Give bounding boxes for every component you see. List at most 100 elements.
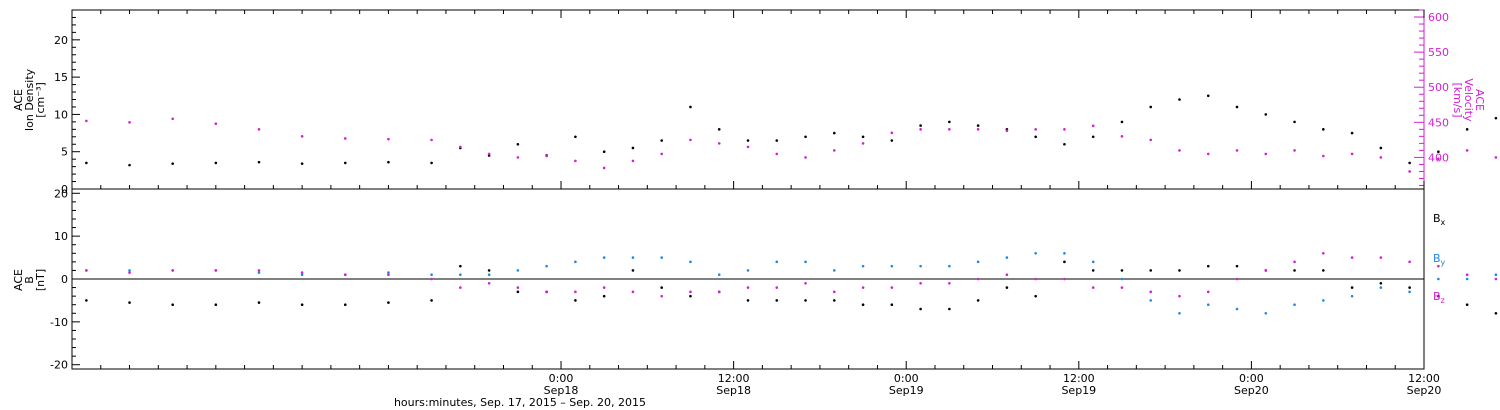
point-by [1149,299,1153,302]
x-tick-date-label: Sep18 [716,384,751,397]
point-bx [85,299,88,302]
point-ion-density [890,139,894,142]
point-by [1379,286,1383,289]
point-bz [171,269,174,272]
point-velocity [574,159,577,163]
point-ion-density [574,135,577,139]
x-tick-time-label: 0:00 [1239,372,1264,385]
legend-by: By [1433,252,1446,267]
point-by [459,273,462,277]
point-bx [1494,311,1498,315]
point-bx [214,303,218,307]
point-ion-density [1437,150,1440,154]
point-velocity [775,152,779,156]
point-bx [1005,286,1009,289]
point-by [1408,290,1411,294]
point-by [1091,260,1095,264]
bottom-legend: Bx By Bz [1433,212,1446,305]
point-ion-density [1465,128,1469,131]
bottom-left-axis: -20 -10 0 10 20 [50,187,80,372]
top-y2label-line2: Velocity [1462,78,1475,122]
point-by [430,273,433,277]
point-by [976,260,980,264]
point-by [1437,277,1440,281]
point-ion-density [1034,135,1037,139]
point-by [1264,311,1268,315]
point-velocity [1235,149,1239,152]
point-by [919,264,922,268]
point-bz [1120,286,1124,289]
point-ion-density [746,139,750,142]
point-by [948,264,951,268]
legend-bx: Bx [1433,212,1446,227]
x-tick-time-label: 12:00 [1063,372,1095,385]
point-ion-density [919,124,922,127]
point-by [387,271,390,274]
point-velocity [602,166,606,170]
point-by [1350,294,1354,298]
point-bz [1206,290,1210,294]
point-bx [459,264,462,268]
top-y2label-line3: [km/s] [1451,82,1464,117]
bottom-ylabel-line1: ACE [12,269,25,291]
point-bz [919,281,922,285]
point-ion-density [1293,120,1296,124]
point-velocity [300,135,304,138]
point-by [1322,299,1325,302]
point-ion-density [1264,113,1268,116]
point-bx [1293,269,1296,272]
point-by [804,260,807,264]
point-by [1235,307,1239,311]
point-velocity [487,152,491,156]
point-ion-density [1178,98,1181,101]
point-bz [128,271,131,274]
point-ion-density [1063,142,1066,146]
bottom-ylabel-line2: B [23,276,36,284]
point-bx [516,290,520,294]
point-velocity [976,128,980,131]
point-by [1178,311,1181,315]
top-ytick-label: 5 [61,146,68,159]
point-bx [1206,264,1210,268]
point-bz [1149,290,1153,294]
point-ion-density [387,160,390,164]
point-velocity [804,156,807,159]
point-ion-density [689,105,692,109]
point-ion-density [602,150,606,154]
point-bx [1091,269,1095,272]
top-y2tick-label: 500 [1428,81,1449,94]
x-axis-label: hours:minutes, Sep. 17, 2015 – Sep. 20, … [394,396,646,409]
point-ion-density [430,161,433,165]
point-bz [976,277,980,281]
point-by [545,264,548,268]
bottom-series-layer [85,251,1498,315]
point-velocity [832,149,836,152]
point-bz [1465,273,1469,277]
point-bz [214,269,218,272]
point-velocity [861,142,865,145]
point-bx [1437,294,1440,298]
point-by [689,260,692,264]
point-bz [1063,277,1066,281]
point-velocity [1264,152,1268,156]
point-by [487,273,491,277]
x-tick-date-label: Sep20 [1407,384,1442,397]
point-velocity [1034,128,1037,131]
point-ion-density [257,160,261,164]
point-ion-density [660,139,664,142]
point-by [832,269,836,272]
point-velocity [1120,135,1124,138]
point-velocity [214,122,218,126]
point-by [660,256,664,259]
point-by [1293,303,1296,307]
top-y2tick-label: 400 [1428,151,1449,164]
point-bx [1408,286,1411,289]
point-bz [257,269,261,272]
point-ion-density [804,135,807,139]
point-ion-density [1350,131,1354,135]
point-velocity [746,145,750,149]
point-bx [1465,303,1469,307]
top-series-layer [85,94,1498,173]
top-plot-frame [71,9,1425,190]
